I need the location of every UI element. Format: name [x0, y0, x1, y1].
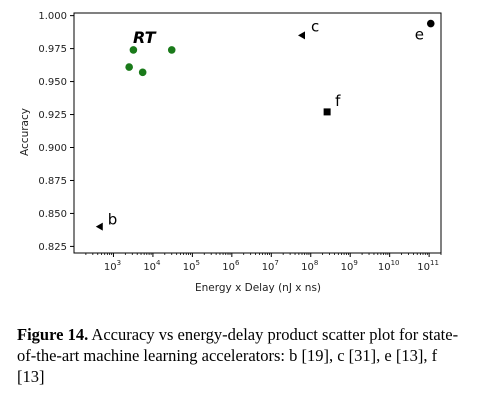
rt-data-point — [138, 68, 147, 77]
x-tick-label: 103 — [104, 259, 121, 273]
scatter-chart: Accuracy Energy x Delay (nJ x ns) 1.000 0… — [19, 11, 442, 294]
y-tick-label: 0.950 — [38, 77, 67, 88]
x-tick-label: 107 — [262, 259, 279, 273]
y-tick-label: 0.825 — [38, 242, 67, 253]
y-tick-label: 1.000 — [38, 11, 67, 22]
y-tick-label: 0.875 — [38, 176, 67, 187]
point-label-f: f — [335, 92, 341, 110]
point-marker-b — [95, 222, 103, 231]
x-tick-label: 1010 — [378, 259, 400, 273]
rt-data-point — [129, 46, 138, 54]
x-tick-label: 1011 — [417, 259, 439, 273]
x-tick-label: 109 — [341, 259, 358, 273]
rt-data-point — [125, 63, 133, 71]
y-axis-label: Accuracy — [19, 108, 31, 156]
y-tick-label: 0.925 — [38, 110, 67, 121]
x-tick-label: 105 — [183, 259, 200, 273]
x-tick-label: 104 — [143, 259, 161, 273]
point-label-c: c — [311, 17, 319, 35]
rt-data-point — [167, 46, 176, 54]
figure-caption: Figure 14. Accuracy vs energy-delay prod… — [17, 324, 467, 387]
point-marker-c — [297, 31, 305, 40]
point-label-b: b — [108, 211, 118, 229]
point-label-e: e — [415, 26, 424, 44]
point-marker-f — [323, 108, 331, 116]
y-tick-label: 0.850 — [38, 209, 67, 220]
plot-frame — [73, 12, 442, 254]
y-tick-label: 0.900 — [38, 143, 67, 154]
caption-text: Accuracy vs energy-delay product scatter… — [17, 325, 459, 386]
rt-group-label: RT — [133, 28, 157, 47]
x-axis-label: Energy x Delay (nJ x ns) — [195, 282, 321, 294]
x-tick-label: 108 — [301, 259, 318, 273]
y-tick-label: 0.975 — [38, 44, 67, 55]
figure-number: Figure 14. — [17, 325, 89, 344]
point-marker-e — [426, 19, 435, 28]
x-tick-label: 106 — [222, 259, 240, 273]
